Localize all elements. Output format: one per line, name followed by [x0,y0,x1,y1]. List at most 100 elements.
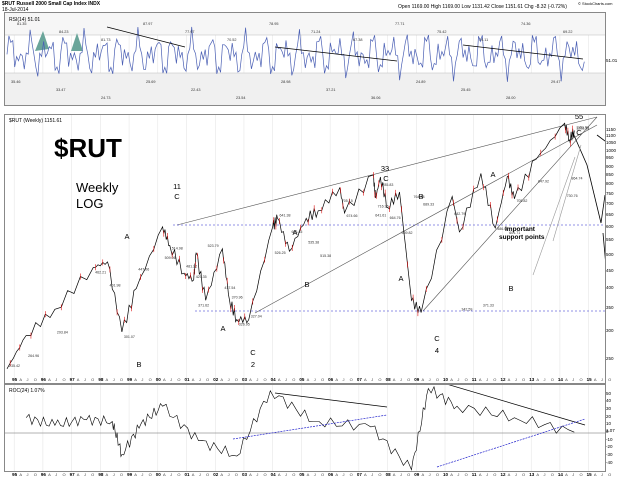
roc-label: ROC(24) 1.07% [9,388,45,394]
price-value-label: 523.79 [208,244,219,248]
x-month-label: J [256,377,259,382]
x-month-label: J [256,472,259,477]
rsi-peak-label: 77.97 [185,30,195,34]
rsi-trough-label: 37.21 [326,88,336,92]
rsi-panel: RSI(14) 51.01 81.35 84.23 81.73 87.97 77.97 7… [4,12,606,106]
rsi-peak-label: 81.73 [101,38,111,42]
x-month-label: O [378,472,382,477]
x-month-label: A [48,377,51,382]
rsi-peak-label: 77.71 [395,22,405,26]
x-month-label: O [33,377,37,382]
wave-label: B [418,192,423,201]
x-axis-mid: 95 A J O 96 A J O 97 A J O 98 A J O 99 A J O 00 A J O 01 A J O 02 A J O… [4,376,611,383]
x-year-label: 11 [471,377,477,382]
roc-trendline-2 [442,382,586,426]
x-month-label: A [105,377,109,382]
price-value-label: 716.96 [378,205,389,209]
roc-y-tick: 50 [606,390,612,396]
rsi-trough-label: 28.98 [281,80,291,84]
x-month-label: O [62,377,66,382]
x-month-label: A [565,377,568,382]
x-month-label: O [320,377,325,382]
x-month-label: A [364,377,367,382]
price-value-label: 601.71 [509,231,520,235]
roc-y-tick: -10 [606,436,613,442]
wave-label: 2 [251,360,255,369]
price-value-label: 417.54 [224,286,235,290]
x-year-label: 00 [155,377,161,382]
x-year-label: 11 [471,472,477,477]
wave-label: 55 [575,115,583,121]
wave-label: C [250,348,256,357]
x-month-label: O [550,472,554,477]
price-value-label: 293.84 [57,331,68,335]
x-year-label: 00 [155,472,161,477]
chart-title: $RUT [54,133,122,163]
x-month-label: A [536,377,540,382]
x-month-label: O [608,377,612,382]
rsi-trough-label: 33.47 [56,88,66,92]
x-month-label: J [83,377,86,382]
x-month-label: A [19,377,23,382]
price-y-tick: 250 [606,355,614,361]
x-year-label: 03 [241,472,247,477]
x-month-label: J [601,472,603,477]
x-month-label: A [191,472,195,477]
wave-label: 4 [435,346,439,355]
price-value-label: 526.25 [275,251,286,255]
x-month-label: O [378,377,382,382]
price-value-label: 705.82 [516,199,527,203]
price-y-tick: 900 [606,163,614,169]
roc-trendline-1 [274,392,388,408]
x-month-label: O [119,377,124,382]
wave-label: B [136,360,141,369]
price-value-label: 371.62 [198,303,209,307]
x-month-label: J [313,377,316,382]
x-month-label: O [292,377,296,382]
price-grid [13,115,589,383]
wave-label: A [220,324,225,333]
x-year-label: 12 [500,377,506,382]
x-month-label: A [450,377,453,382]
x-year-label: 13 [529,377,535,382]
x-month-label: J [543,472,546,477]
x-month-label: J [112,472,115,477]
x-month-label: O [177,472,181,477]
projection-arrow-2 [602,232,611,312]
roc-y-tick: -20 [606,444,613,450]
rsi-trough-label: 22.43 [191,88,201,92]
x-month-label: J [601,377,603,382]
price-value-label: 301.07 [124,335,135,339]
x-month-label: A [450,472,453,477]
rsi-peak-label: 84.23 [59,30,69,34]
price-y-tick: 500 [606,251,614,257]
quote-line: Open 1169.00 High 1169.00 Low 1131.42 Cl… [398,4,567,10]
x-month-label: A [593,377,597,382]
x-month-label: O [62,472,66,477]
x-month-label: A [162,377,166,382]
rsi-trough-label: 25.45 [461,88,471,92]
x-month-label: O [608,472,612,477]
x-month-label: A [220,377,224,382]
x-month-label: A [536,472,540,477]
x-month-label: A [134,377,137,382]
roc-y-tick: 20 [606,413,612,419]
x-year-label: 05 [299,377,305,382]
rsi-trough-label: 36.06 [371,96,381,100]
x-month-label: A [249,472,252,477]
x-month-label: O [234,377,238,382]
x-month-label: A [478,377,482,382]
watermark: © StockCharts.com [578,1,613,6]
x-month-label: O [33,472,37,477]
x-month-label: A [105,472,109,477]
rsi-trough-label: 24.73 [101,96,111,100]
price-value-label: 641.61 [375,213,386,217]
x-month-label: J [198,377,201,382]
x-month-label: O [320,472,325,477]
x-month-label: O [493,472,497,477]
wave-label: C [174,192,180,201]
price-value-label: 847.92 [538,179,549,183]
x-year-label: 01 [184,472,190,477]
x-month-label: J [285,472,288,477]
